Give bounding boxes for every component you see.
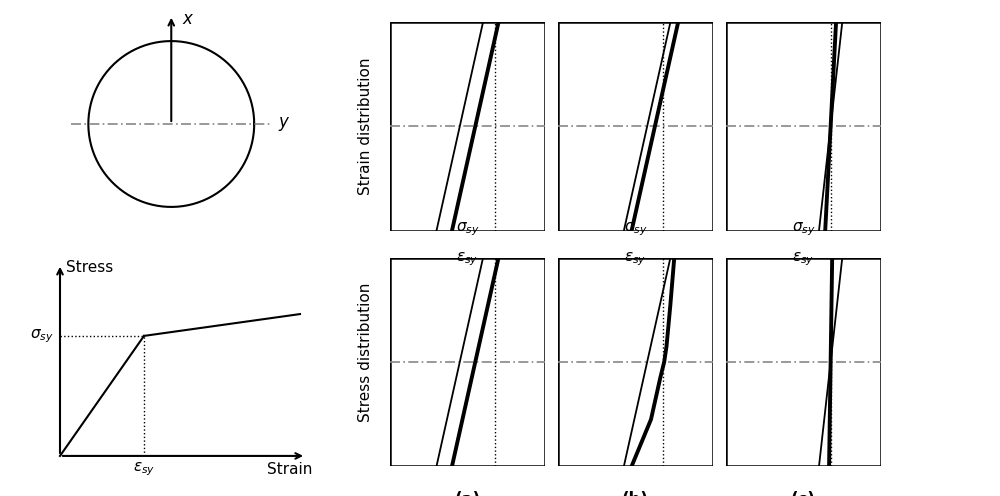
Text: $\sigma_{sy}$: $\sigma_{sy}$ [624,221,647,238]
Text: $\sigma_{sy}$: $\sigma_{sy}$ [30,327,54,345]
Text: $x$: $x$ [182,9,195,28]
Text: (b): (b) [622,491,649,496]
Text: $\epsilon_{sy}$: $\epsilon_{sy}$ [133,460,155,478]
Text: $\sigma_{sy}$: $\sigma_{sy}$ [792,221,815,238]
Text: Stress distribution: Stress distribution [358,283,372,422]
Text: $\sigma_{sy}$: $\sigma_{sy}$ [456,221,479,238]
Text: Strain distribution: Strain distribution [358,58,372,195]
Text: $\epsilon_{sy}$: $\epsilon_{sy}$ [456,250,479,268]
Text: Strain: Strain [267,462,312,478]
Text: $\epsilon_{sy}$: $\epsilon_{sy}$ [792,250,815,268]
Text: (a): (a) [454,491,481,496]
Text: Stress: Stress [66,259,113,274]
Text: $\epsilon_{sy}$: $\epsilon_{sy}$ [624,250,647,268]
Text: (c): (c) [791,491,816,496]
Text: $y$: $y$ [278,115,291,133]
